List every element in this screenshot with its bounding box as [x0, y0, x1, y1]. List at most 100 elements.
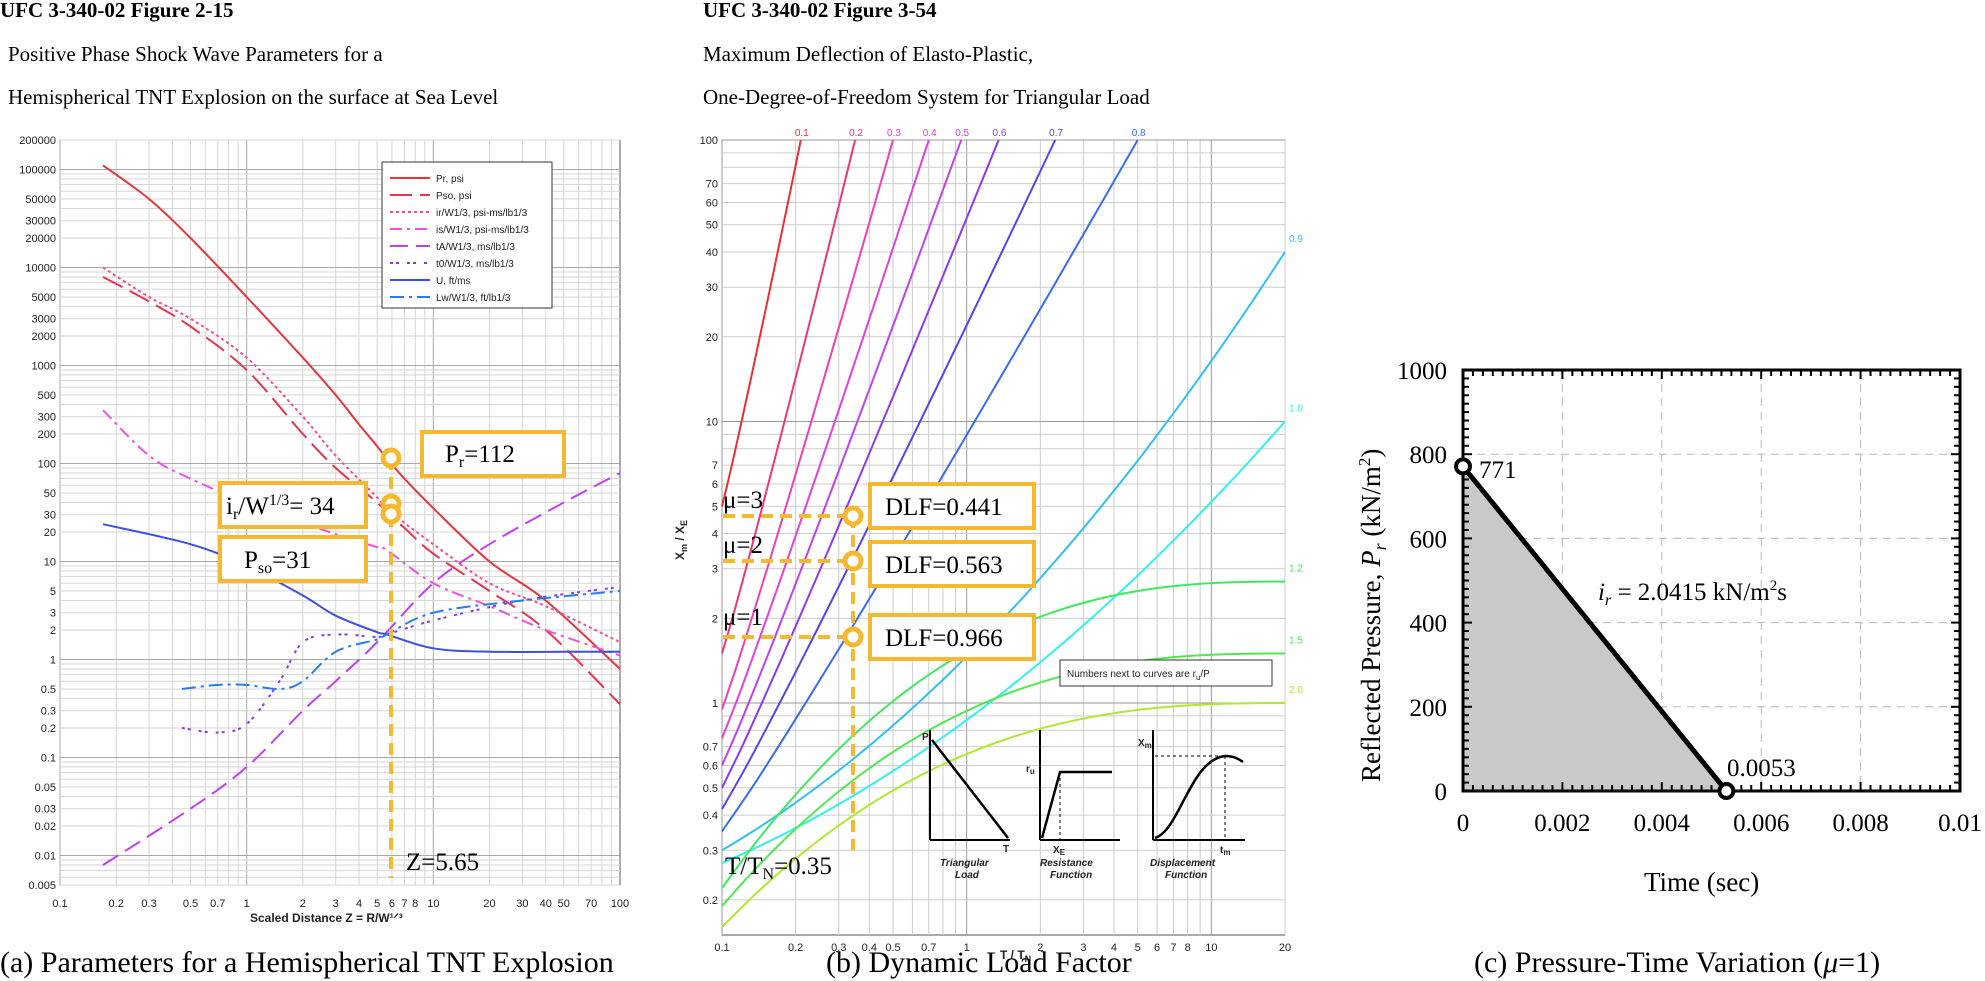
panel-a-legend-label: Pso, psi [436, 191, 472, 202]
svg-text:Resistance: Resistance [1040, 858, 1093, 869]
panel-a-x-tick-label: 0.2 [109, 898, 124, 910]
panel-a-y-tick-label: 0.3 [41, 706, 56, 718]
panel-b-y-tick-label: 100 [700, 135, 718, 147]
panel-a-x-tick-label: 0.1 [52, 898, 67, 910]
panel-b-curve-0.3 [721, 139, 894, 710]
panel-b-dlf1-box [868, 482, 1036, 530]
panel-b-x-tick-label: 0.5 [885, 942, 900, 954]
panel-b-curve-label: 0.1 [795, 128, 809, 139]
panel-a-x-tick-label: 100 [611, 898, 629, 910]
panel-c-x-tick-label: 0.004 [1634, 810, 1691, 837]
panel-b-y-tick-label: 20 [706, 332, 718, 344]
panel-a-legend-label: tA/W1/3, ms/lb1/3 [436, 242, 515, 253]
panel-b-x-tick-label: 7 [1170, 942, 1176, 954]
panel-c-y-tick-labels: 0 200 400 600 800 1000 [1397, 358, 1447, 806]
panel-c-y-tick-label: 0 [1435, 779, 1448, 806]
panel-a-y-tick-label: 3 [50, 608, 56, 620]
panel-c-impulse-label: ir = 2.0415 kN/m2s [1598, 578, 1787, 609]
panel-a-y-tick-label: 3000 [32, 314, 56, 326]
svg-text:Function: Function [1165, 870, 1207, 881]
panel-a-pr-label: Pr=112 [445, 441, 515, 471]
panel-a-x-tick-label: 0.7 [210, 898, 225, 910]
panel-c-y-tick-label: 200 [1410, 695, 1448, 722]
panel-a-y-tick-label: 30 [44, 510, 56, 522]
panel-b-y-tick-label: 10 [706, 417, 718, 429]
svg-text:P: P [922, 732, 929, 743]
svg-text:Displacement: Displacement [1150, 858, 1216, 869]
panel-a-x-tick-label: 30 [516, 898, 528, 910]
panel-b-x-tick-label: 0.3 [831, 942, 846, 954]
panel-b-dlf2-label: DLF=0.563 [885, 552, 1003, 579]
panel-a-y-ticks: 2000001000005000030000200001000050003000… [19, 135, 56, 892]
panel-b-annotations: μ=3 μ=2 μ=1 DLF=0.441 DLF=0.563 DLF=0.96… [723, 482, 1036, 883]
inset-resistance-function: ru XE Resistance Function [1026, 730, 1120, 881]
panel-c-x-tick-label: 0.002 [1534, 810, 1590, 837]
panel-b-curve-labels: 0.1 0.2 0.3 0.4 0.5 0.6 0.7 0.8 0.9 1.0 1.2 1.5 2.0 [795, 128, 1304, 696]
panel-b-curve-1.5 [721, 652, 1286, 907]
panel-b-curve-label: 0.2 [849, 128, 863, 139]
panel-a-legend-label: Pr, psi [436, 174, 464, 185]
panel-a-y-tick-label: 50 [44, 488, 56, 500]
panel-c-y-tick-label: 600 [1410, 526, 1448, 553]
panel-c-x-tick-label: 0.006 [1733, 810, 1789, 837]
panel-a-y-tick-label: 5 [50, 586, 56, 598]
panel-a-x-ticks: 0.1 0.2 0.3 0.5 0.7 1 2 3 4 5 6 7 8 10 20 30 40 50 70 100 [52, 898, 629, 910]
panel-a-y-tick-label: 10000 [25, 263, 56, 275]
panel-a-x-tick-label: 1 [244, 898, 250, 910]
panel-b-curve-label: 1.2 [1289, 564, 1303, 575]
panel-b-y-tick-label: 70 [706, 179, 718, 191]
panel-a-x-tick-label: 5 [374, 898, 380, 910]
panel-b-mu2-marker [842, 550, 864, 572]
panel-b-subtitle-1: Maximum Deflection of Elasto-Plastic, [703, 42, 1033, 66]
panel-a-legend-label: is/W1/3, psi-ms/lb1/3 [436, 225, 529, 236]
panel-b-curve-0.1 [721, 139, 802, 507]
panel-c-y-label: Reflected Pressure, Pr (kN/m2) [1355, 449, 1390, 782]
panel-a-series-8 [181, 590, 621, 691]
panel-b-y-tick-label: 0.5 [703, 783, 718, 795]
panel-b-y-ticks: 100 70 60 50 40 30 20 10 7 6 5 4 3 2 1 0.7 0.6 0.5 0.4 0.3 0… [700, 135, 718, 907]
panel-b-mu3-marker [842, 505, 864, 527]
panel-b-y-tick-label: 0.4 [703, 810, 718, 822]
panel-b-mu2-label: μ=2 [723, 532, 763, 559]
panel-b-x-tick-label: 2 [1037, 942, 1043, 954]
panel-a-y-tick-label: 50000 [25, 194, 56, 206]
panel-c-x-label: Time (sec) [1644, 867, 1759, 897]
panel-b-curve-label: 0.4 [923, 128, 937, 139]
panel-b-x-ticks: 0.1 0.2 0.3 0.4 0.5 0.7 1 2 3 4 5 6 7 8 10 20 [714, 942, 1291, 954]
panel-a-series-1 [102, 164, 621, 670]
panel-c-x-tick-labels: 0 0.002 0.004 0.006 0.008 0.01 [1457, 810, 1982, 837]
panel-b-y-tick-label: 1 [712, 698, 718, 710]
svg-text:ru: ru [1026, 764, 1035, 776]
panel-b-mu3-label: μ=3 [723, 487, 763, 514]
panel-b-x-tick-label: 5 [1135, 942, 1141, 954]
panel-a-series-6 [181, 585, 621, 734]
panel-a-legend: Pr, psi Pso, psi ir/W1/3, psi-ms/lb1/3 is/W… [381, 161, 553, 309]
panel-a-series-5 [102, 472, 621, 866]
panel-b-title: UFC 3-340-02 Figure 3-54 [703, 0, 937, 22]
panel-a-y-tick-label: 0.005 [28, 880, 56, 892]
panel-a-y-tick-label: 100000 [19, 165, 56, 177]
panel-a-pr-marker [380, 447, 402, 469]
panel-b-x-tick-label: 8 [1185, 942, 1191, 954]
panel-b-y-tick-label: 7 [712, 460, 718, 472]
panel-b-y-tick-label: 0.2 [703, 895, 718, 907]
panel-c-peak-marker [1454, 457, 1472, 476]
panel-a-y-tick-label: 0.2 [41, 723, 56, 735]
panel-a-y-tick-label: 500 [38, 390, 56, 402]
panel-a-grid [59, 139, 620, 886]
svg-text:Numbers next to curves are ru/: Numbers next to curves are ru/P [1067, 669, 1210, 682]
panel-a-title: UFC 3-340-02 Figure 2-15 [0, 0, 234, 22]
panel-a-y-tick-label: 2000 [32, 331, 56, 343]
panel-b-x-tick-label: 3 [1080, 942, 1086, 954]
panel-a-x-tick-label: 2 [300, 898, 306, 910]
panel-a-series-2 [102, 276, 621, 705]
panel-a-y-tick-label: 20000 [25, 233, 56, 245]
panel-b-chart: 1007060504030201076543210.70.60.50.40.30… [673, 128, 1303, 964]
inset-displacement-function: Xm tm Displacement Function [1138, 730, 1245, 881]
panel-b-y-tick-label: 40 [706, 247, 718, 259]
panel-a-y-tick-label: 0.5 [41, 684, 56, 696]
panel-b-plot-area [721, 139, 1286, 936]
panel-b-x-tick-label: 6 [1154, 942, 1160, 954]
panel-b-x-tick-label: 10 [1205, 942, 1217, 954]
panel-a-y-tick-label: 20 [44, 527, 56, 539]
